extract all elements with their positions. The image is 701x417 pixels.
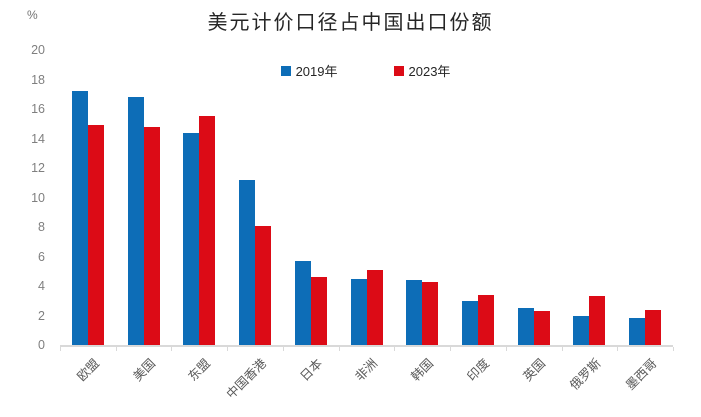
legend-item-2019: 2019年 <box>280 61 338 80</box>
bar <box>71 91 88 345</box>
x-axis-tick <box>394 347 396 351</box>
bar <box>199 116 216 345</box>
x-axis-tick <box>450 347 452 351</box>
bar <box>294 260 311 345</box>
x-axis-line <box>60 345 673 347</box>
x-axis-label: 印度 <box>464 356 493 384</box>
y-tick-label: 8 <box>38 220 45 234</box>
x-axis-tick <box>673 347 674 351</box>
y-tick-label: 12 <box>31 161 45 175</box>
x-axis-label: 俄罗斯 <box>567 356 604 393</box>
x-axis-label: 美国 <box>130 356 158 384</box>
y-tick-label: 10 <box>31 190 45 205</box>
legend-item-2023: 2023年 <box>393 61 451 80</box>
y-tick-label: 6 <box>38 249 45 264</box>
bar <box>183 132 200 345</box>
x-axis-tick <box>338 347 340 351</box>
legend-swatch-2019-icon <box>280 65 291 76</box>
legend-label-2019: 2019年 <box>295 64 338 79</box>
y-axis-unit-label: % <box>27 8 38 22</box>
y-tick-label: 2 <box>38 308 45 323</box>
x-axis-tick <box>227 347 229 351</box>
legend-swatch-2023-icon <box>393 65 404 76</box>
x-axis-tick <box>171 347 173 351</box>
x-axis-label: 中国香港 <box>223 356 270 402</box>
x-axis-tick <box>60 347 61 351</box>
x-axis-label: 东盟 <box>185 356 214 384</box>
bar <box>406 280 423 345</box>
chart-title: 美元计价口径占中国出口份额 <box>207 12 494 34</box>
bar <box>573 315 590 345</box>
y-tick-label: 20 <box>31 43 45 57</box>
x-axis-tick <box>115 347 117 351</box>
y-tick-label: 4 <box>38 279 45 293</box>
bar <box>143 126 160 345</box>
x-axis-label: 日本 <box>297 356 325 384</box>
bar <box>239 179 256 345</box>
y-tick-label: 18 <box>31 72 45 87</box>
x-axis-tick <box>505 347 507 351</box>
x-axis-tick <box>561 347 563 351</box>
bar <box>310 277 327 345</box>
bar <box>422 281 439 345</box>
legend: 2019年 2023年 <box>0 61 701 80</box>
bar <box>87 125 104 345</box>
x-axis-label: 非洲 <box>353 356 381 384</box>
y-tick-label: 0 <box>38 338 45 352</box>
y-tick-label: 16 <box>31 102 45 116</box>
bar <box>255 225 272 345</box>
bar <box>629 318 646 345</box>
legend-label-2023: 2023年 <box>408 64 451 79</box>
x-axis-tick <box>282 347 284 351</box>
bar <box>477 294 494 345</box>
x-axis-label: 欧盟 <box>74 356 103 384</box>
bar <box>461 300 478 345</box>
bar <box>127 97 144 345</box>
bar <box>589 296 606 345</box>
bar <box>533 311 550 345</box>
y-tick-label: 14 <box>31 131 45 146</box>
x-axis-label: 墨西哥 <box>622 356 660 393</box>
x-axis-label: 英国 <box>520 356 548 384</box>
x-axis-label: 韩国 <box>408 356 437 384</box>
bar <box>350 278 367 345</box>
bar <box>517 308 534 345</box>
bar <box>645 309 662 345</box>
bar <box>366 269 383 345</box>
x-axis-tick <box>617 347 619 351</box>
